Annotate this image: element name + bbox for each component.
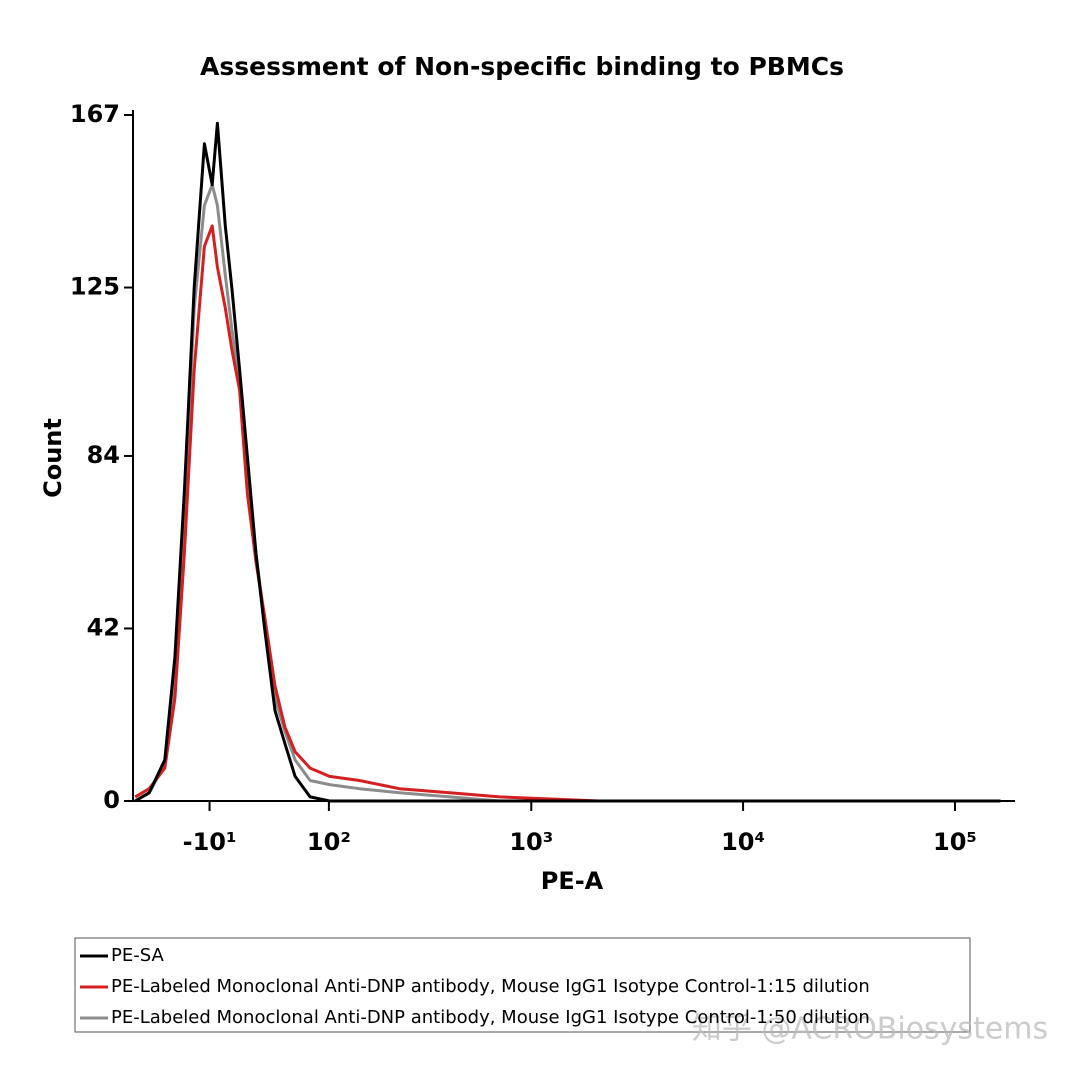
series-line: [134, 224, 1001, 803]
y-axis-label: Count: [39, 418, 67, 498]
x-tick-label: -10¹: [183, 828, 237, 856]
x-tick-label: 10⁵: [933, 828, 977, 856]
chart-title: Assessment of Non-specific binding to PB…: [200, 52, 844, 81]
legend-label: PE-Labeled Monoclonal Anti-DNP antibody,…: [111, 1007, 870, 1028]
x-tick-label: 10²: [307, 828, 351, 856]
x-axis-label: PE-A: [541, 867, 604, 895]
y-tick-label: 84: [87, 441, 120, 469]
plot-area: 0 42 84 125 167 -10¹ 10² 10³ 10⁴ 10⁵: [70, 100, 1015, 856]
series-line: [134, 121, 1001, 803]
series-line: [134, 183, 1001, 803]
x-tick-label: 10³: [509, 828, 553, 856]
y-tick-label: 167: [70, 100, 120, 128]
legend-label: PE-Labeled Monoclonal Anti-DNP antibody,…: [111, 976, 870, 997]
legend-label: PE-SA: [111, 945, 164, 966]
y-tick-label: 0: [103, 786, 120, 814]
y-tick-label: 125: [70, 273, 120, 301]
watermark: 知乎 @ACROBiosystems: [692, 1012, 1048, 1047]
x-tick-label: 10⁴: [721, 828, 765, 856]
legend-box: [74, 937, 971, 1033]
y-tick-label: 42: [87, 613, 120, 641]
